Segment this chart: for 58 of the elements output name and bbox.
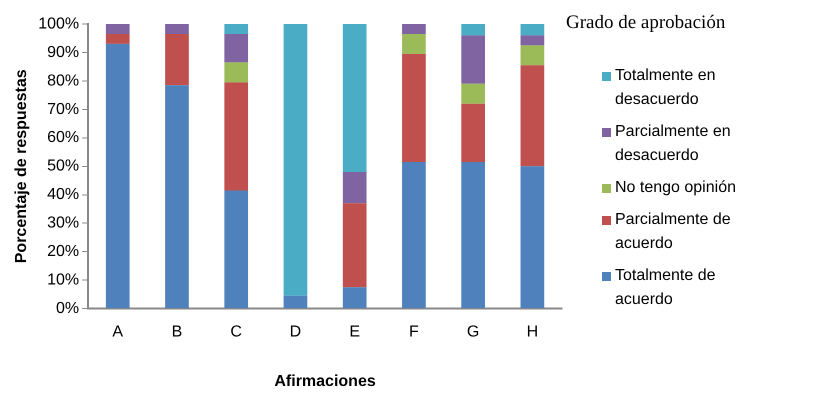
legend-title: Grado de aprobación [566, 12, 726, 34]
y-tick-label: 0% [56, 300, 80, 318]
y-tick-label: 30% [47, 214, 80, 232]
bar [402, 162, 426, 308]
y-tick-label: 50% [47, 158, 80, 175]
bar [224, 62, 248, 82]
bar [224, 82, 248, 190]
y-tick-label: 100% [38, 15, 80, 32]
bar [342, 24, 367, 172]
bar [165, 24, 189, 34]
x-tick-label: A [112, 324, 124, 341]
bar [461, 84, 485, 104]
bar [402, 34, 426, 54]
bar [520, 65, 544, 166]
y-axis-title: Porcentaje de respuestas [13, 69, 30, 264]
bar [106, 24, 130, 34]
bar [520, 24, 544, 36]
y-tick-label: 10% [47, 272, 80, 289]
bar [224, 190, 248, 308]
x-axis-title: Afirmaciones [274, 372, 376, 390]
bar [461, 24, 485, 36]
y-tick-label: 40% [47, 186, 80, 204]
x-tick-label: D [290, 324, 302, 341]
bar [342, 172, 367, 204]
legend-label: Totalmente de acuerdo [615, 266, 717, 310]
bar [520, 166, 544, 308]
x-tick-label: G [466, 324, 480, 341]
bar [342, 287, 367, 308]
bar [342, 203, 367, 288]
legend-label: No tengo opinión [615, 178, 736, 198]
y-tick-label: 80% [47, 72, 80, 90]
bar [402, 54, 426, 162]
bar [106, 44, 130, 308]
y-tick-label: 70% [47, 100, 80, 118]
y-tick-label: 60% [47, 129, 80, 146]
bar [224, 34, 248, 62]
legend-label: Parcialmente de acuerdo [615, 210, 732, 254]
bar [224, 24, 248, 34]
y-tick-label: 20% [47, 243, 80, 260]
bar [461, 162, 485, 308]
bar [106, 34, 130, 44]
x-tick-label: C [230, 324, 242, 341]
x-tick-label: E [349, 324, 360, 341]
x-tick-label: B [172, 324, 182, 341]
legend-label: Parcialmente en desacuerdo [615, 122, 732, 166]
bar [520, 45, 544, 66]
bar [520, 35, 544, 46]
bar [284, 296, 308, 308]
bar [284, 24, 308, 296]
bar [165, 34, 189, 86]
x-tick-label: F [409, 324, 420, 341]
legend-label: Totalmente en desacuerdo [615, 66, 717, 110]
bar [461, 104, 485, 162]
y-tick-label: 90% [47, 44, 80, 61]
bar [402, 24, 426, 34]
bar [165, 85, 189, 308]
x-tick-label: H [526, 324, 538, 341]
bar [461, 35, 485, 84]
